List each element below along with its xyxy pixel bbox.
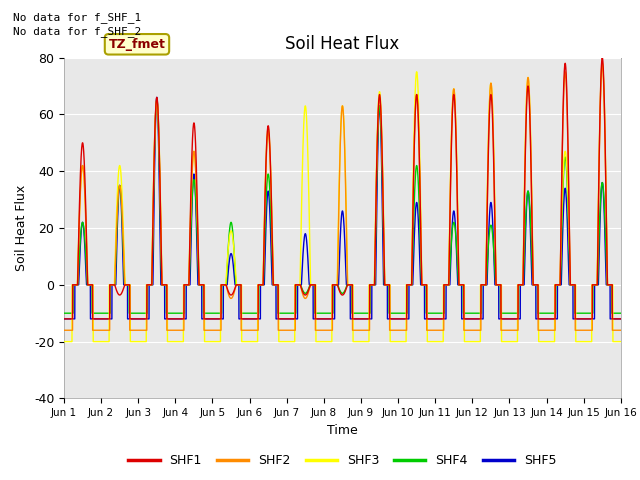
Text: No data for f_SHF_1: No data for f_SHF_1 <box>13 12 141 23</box>
SHF3 <box>616 339 623 345</box>
SHF4 <box>60 311 68 316</box>
Line: SHF4: SHF4 <box>64 100 621 313</box>
SHF1 <box>415 155 423 160</box>
SHF3 <box>598 60 606 66</box>
SHF5 <box>415 244 423 250</box>
SHF3 <box>310 282 318 288</box>
Line: SHF2: SHF2 <box>64 63 621 330</box>
SHF2 <box>609 327 617 333</box>
SHF3 <box>544 339 552 345</box>
SHF4 <box>616 311 623 316</box>
SHF1 <box>617 316 625 322</box>
Y-axis label: Soil Heat Flux: Soil Heat Flux <box>15 185 28 271</box>
Title: Soil Heat Flux: Soil Heat Flux <box>285 35 399 53</box>
SHF1 <box>559 97 567 103</box>
Text: TZ_fmet: TZ_fmet <box>109 38 165 51</box>
SHF1 <box>544 316 552 322</box>
SHF5 <box>559 210 567 216</box>
Legend: SHF1, SHF2, SHF3, SHF4, SHF5: SHF1, SHF2, SHF3, SHF4, SHF5 <box>124 449 561 472</box>
SHF1 <box>609 316 617 322</box>
SHF4 <box>153 97 161 103</box>
SHF1 <box>60 316 68 322</box>
SHF2 <box>598 60 606 66</box>
SHF5 <box>617 316 625 322</box>
SHF3 <box>617 339 625 345</box>
SHF5 <box>153 95 161 100</box>
SHF3 <box>60 339 68 345</box>
SHF5 <box>616 316 623 322</box>
SHF2 <box>544 327 552 333</box>
SHF4 <box>609 311 617 316</box>
SHF2 <box>415 155 423 160</box>
Line: SHF1: SHF1 <box>64 58 621 319</box>
SHF3 <box>559 168 567 174</box>
SHF4 <box>544 311 552 316</box>
SHF2 <box>617 327 625 333</box>
X-axis label: Time: Time <box>327 424 358 437</box>
SHF1 <box>598 55 606 60</box>
SHF5 <box>544 316 552 322</box>
Line: SHF3: SHF3 <box>64 63 621 342</box>
Text: No data for f_SHF_2: No data for f_SHF_2 <box>13 26 141 37</box>
SHF5 <box>609 316 617 322</box>
SHF1 <box>310 282 318 288</box>
Line: SHF5: SHF5 <box>64 97 621 319</box>
SHF3 <box>415 132 423 138</box>
SHF4 <box>617 311 625 316</box>
SHF3 <box>609 339 617 345</box>
SHF2 <box>616 327 623 333</box>
SHF4 <box>559 177 567 182</box>
SHF2 <box>60 327 68 333</box>
SHF5 <box>310 316 318 322</box>
SHF1 <box>616 316 623 322</box>
SHF2 <box>310 282 318 288</box>
SHF5 <box>60 316 68 322</box>
SHF4 <box>310 282 318 288</box>
SHF2 <box>559 104 567 110</box>
SHF4 <box>415 208 423 214</box>
